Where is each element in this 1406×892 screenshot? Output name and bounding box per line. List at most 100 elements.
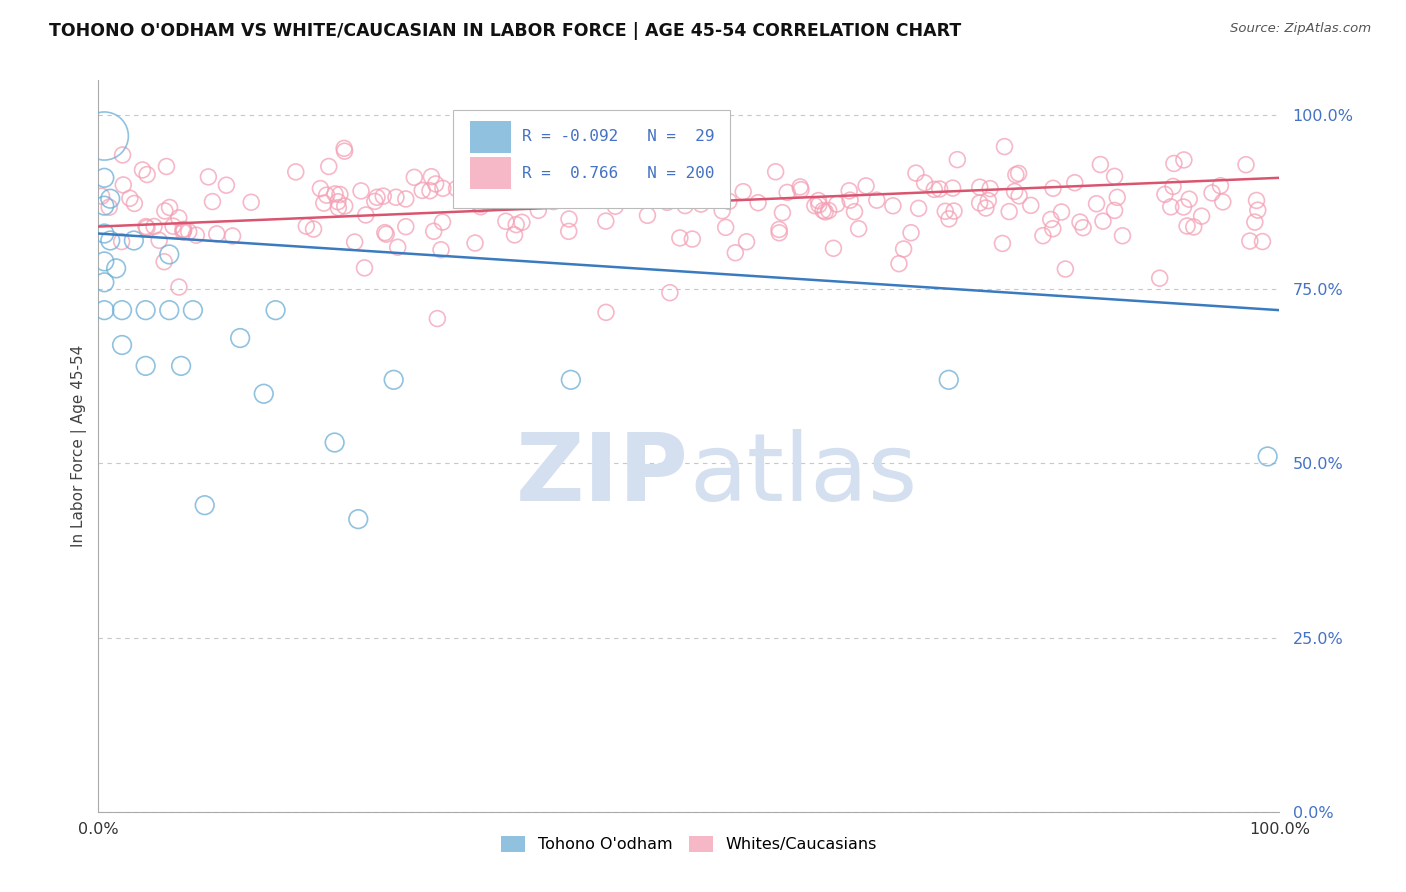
- Point: [681, 232, 703, 246]
- Point: [595, 214, 617, 228]
- FancyBboxPatch shape: [471, 157, 510, 189]
- Point: [302, 222, 325, 236]
- Point: [823, 241, 845, 255]
- Point: [98, 200, 121, 214]
- Point: [838, 184, 860, 198]
- Point: [922, 182, 945, 196]
- Point: [93, 170, 115, 185]
- Point: [770, 205, 793, 219]
- Point: [186, 228, 208, 243]
- Point: [221, 229, 243, 244]
- Point: [343, 235, 366, 249]
- Point: [974, 201, 997, 215]
- Point: [928, 182, 950, 196]
- Point: [93, 199, 115, 213]
- Legend: Tohono O'odham, Whites/Caucasians: Tohono O'odham, Whites/Caucasians: [495, 830, 883, 859]
- Point: [817, 203, 839, 218]
- Point: [1042, 181, 1064, 195]
- Point: [855, 178, 877, 193]
- Point: [814, 205, 837, 219]
- Point: [420, 169, 443, 184]
- Point: [366, 190, 388, 204]
- Point: [93, 303, 115, 318]
- Point: [543, 194, 565, 209]
- Point: [93, 254, 115, 268]
- Point: [969, 180, 991, 194]
- Point: [136, 168, 159, 182]
- Point: [1209, 178, 1232, 193]
- Point: [229, 331, 252, 345]
- Point: [284, 165, 307, 179]
- Point: [375, 227, 398, 241]
- Point: [1251, 235, 1274, 249]
- Point: [557, 193, 579, 207]
- Point: [844, 204, 866, 219]
- Point: [1091, 214, 1114, 228]
- Point: [205, 227, 228, 241]
- Point: [558, 212, 581, 227]
- Point: [333, 199, 356, 213]
- Point: [1071, 220, 1094, 235]
- Point: [943, 204, 966, 219]
- Point: [887, 257, 910, 271]
- Point: [907, 202, 929, 216]
- Point: [807, 198, 830, 212]
- Point: [136, 220, 159, 235]
- Text: R = -0.092   N =  29: R = -0.092 N = 29: [523, 129, 714, 145]
- Point: [122, 234, 145, 248]
- Point: [991, 236, 1014, 251]
- Text: TOHONO O'ODHAM VS WHITE/CAUCASIAN IN LABOR FORCE | AGE 45-54 CORRELATION CHART: TOHONO O'ODHAM VS WHITE/CAUCASIAN IN LAB…: [49, 22, 962, 40]
- Point: [333, 144, 356, 158]
- Point: [1054, 262, 1077, 277]
- Point: [295, 219, 318, 234]
- Point: [173, 222, 195, 236]
- Point: [98, 234, 121, 248]
- Point: [998, 204, 1021, 219]
- Point: [312, 196, 335, 211]
- Point: [474, 172, 496, 186]
- Point: [162, 219, 184, 233]
- Point: [1161, 179, 1184, 194]
- Point: [159, 201, 181, 215]
- Point: [1178, 192, 1201, 206]
- Point: [135, 219, 157, 234]
- Point: [111, 235, 134, 249]
- Point: [111, 303, 134, 318]
- Point: [111, 148, 134, 162]
- Point: [1173, 153, 1195, 167]
- Point: [882, 199, 904, 213]
- Point: [1111, 228, 1133, 243]
- Point: [825, 197, 848, 211]
- Point: [350, 184, 373, 198]
- Point: [323, 186, 346, 201]
- Point: [900, 226, 922, 240]
- Point: [347, 512, 370, 526]
- Point: [652, 177, 675, 191]
- Point: [170, 359, 193, 373]
- Point: [172, 222, 194, 236]
- Point: [201, 194, 224, 209]
- Point: [946, 153, 969, 167]
- Point: [717, 194, 740, 209]
- Point: [323, 435, 346, 450]
- Point: [1239, 234, 1261, 248]
- Point: [1085, 196, 1108, 211]
- Point: [422, 224, 444, 238]
- Point: [197, 169, 219, 184]
- Point: [1154, 187, 1177, 202]
- Point: [1050, 205, 1073, 219]
- Point: [411, 183, 433, 197]
- Point: [240, 195, 263, 210]
- Point: [714, 220, 737, 235]
- Point: [938, 373, 960, 387]
- Point: [669, 231, 692, 245]
- Point: [143, 219, 166, 234]
- Point: [1032, 228, 1054, 243]
- Point: [503, 227, 526, 242]
- Point: [1104, 169, 1126, 184]
- Point: [636, 208, 658, 222]
- Point: [765, 165, 787, 179]
- Point: [470, 197, 492, 211]
- Point: [374, 226, 396, 240]
- Point: [404, 170, 426, 185]
